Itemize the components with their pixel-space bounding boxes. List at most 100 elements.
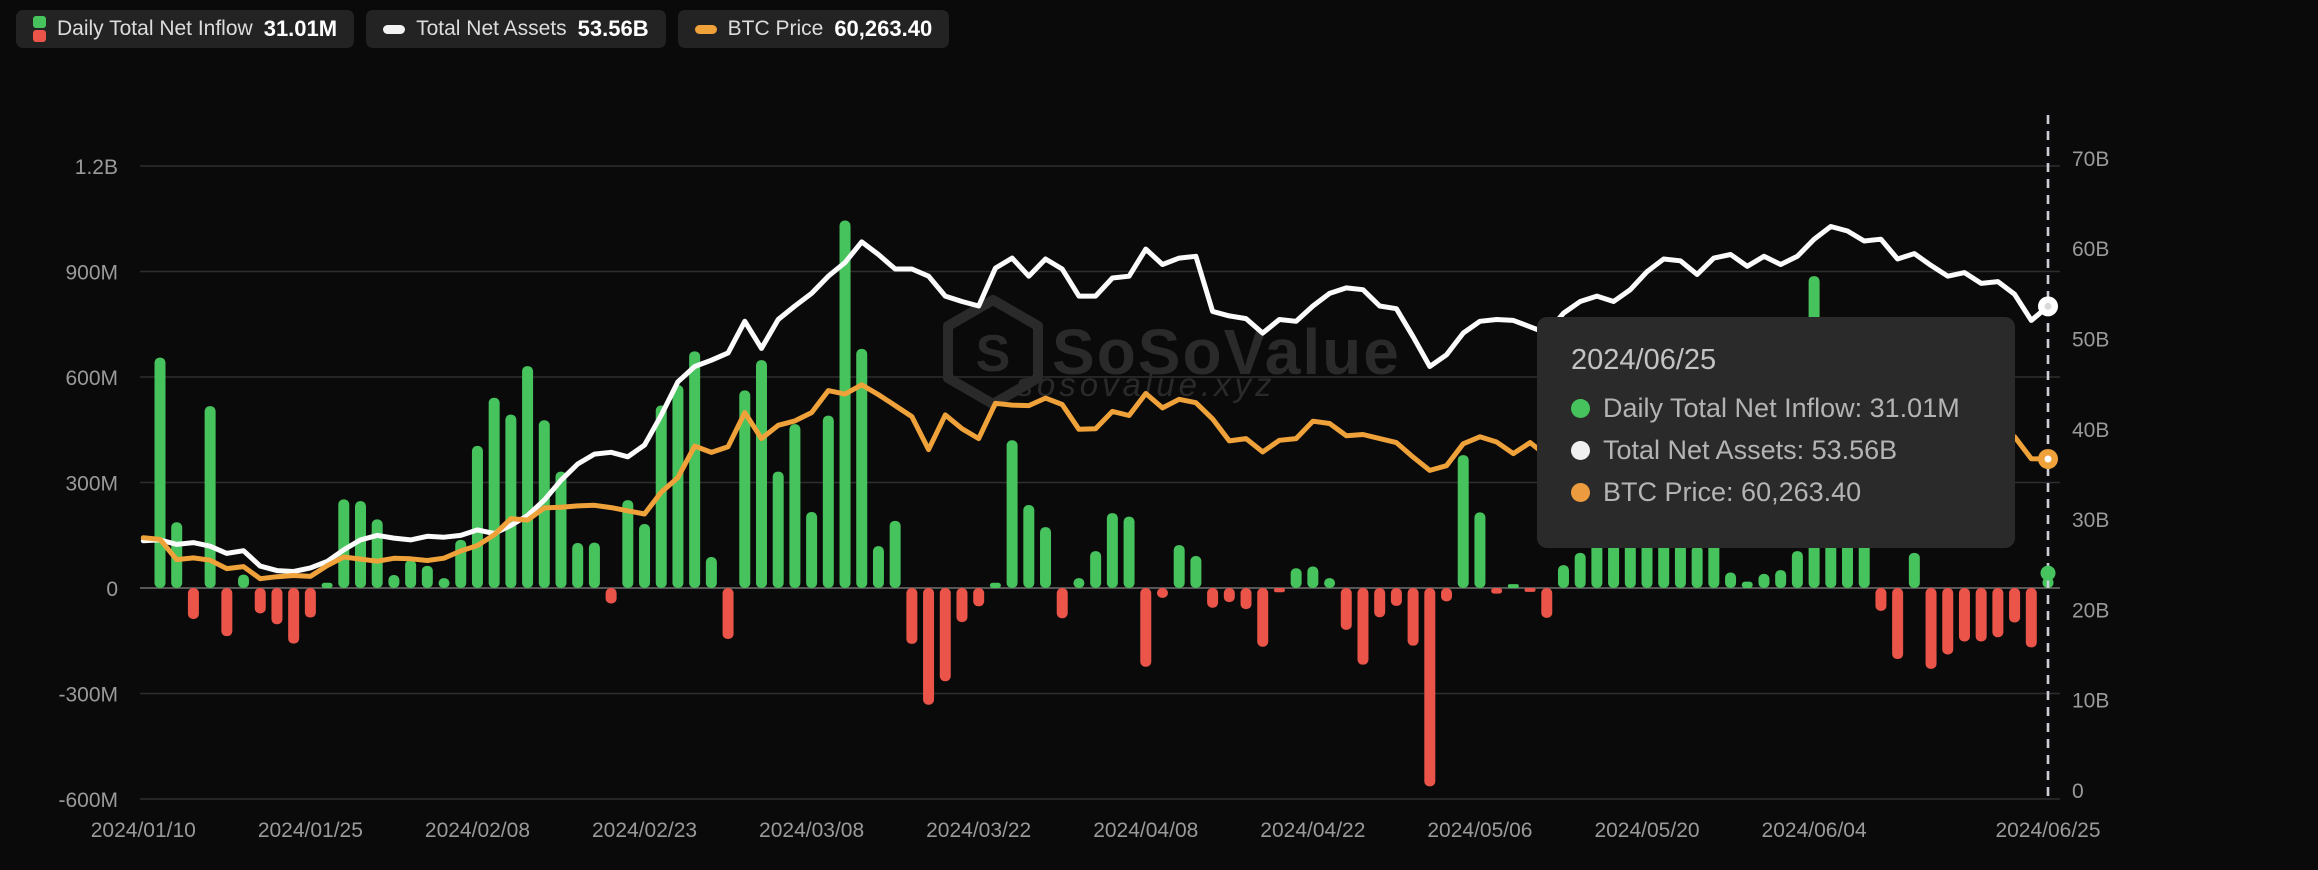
inflow-bar[interactable] [1775, 570, 1787, 588]
legend-item-btc-price[interactable]: BTC Price 60,263.40 [677, 10, 950, 48]
inflow-bar[interactable] [371, 519, 383, 588]
inflow-bar[interactable] [822, 415, 834, 588]
inflow-bar[interactable] [1273, 588, 1285, 593]
inflow-bar[interactable] [989, 582, 1001, 588]
inflow-bar[interactable] [1090, 551, 1102, 588]
inflow-bar[interactable] [1758, 573, 1770, 588]
inflow-bar[interactable] [2009, 588, 2021, 623]
inflow-bar[interactable] [906, 588, 918, 644]
inflow-bar[interactable] [2025, 588, 2037, 648]
inflow-bar[interactable] [1474, 512, 1486, 588]
inflow-bar[interactable] [973, 588, 985, 607]
inflow-bar[interactable] [939, 588, 951, 682]
inflow-bar[interactable] [1240, 588, 1252, 610]
inflow-bar[interactable] [1791, 551, 1803, 588]
inflow-bar[interactable] [438, 578, 450, 588]
inflow-bar[interactable] [238, 574, 250, 588]
inflow-bar[interactable] [1290, 568, 1302, 588]
inflow-bar[interactable] [288, 588, 300, 644]
inflow-bar[interactable] [722, 588, 734, 639]
inflow-bar[interactable] [488, 397, 500, 588]
inflow-bar[interactable] [187, 588, 199, 619]
inflow-bar[interactable] [1040, 527, 1052, 588]
inflow-bar[interactable] [1908, 552, 1920, 588]
inflow-bar[interactable] [388, 574, 400, 588]
inflow-bar[interactable] [1557, 565, 1569, 588]
inflow-bar[interactable] [1992, 588, 2004, 638]
inflow-bar[interactable] [321, 582, 333, 588]
inflow-bar[interactable] [1875, 588, 1887, 611]
inflow-bar[interactable] [1006, 440, 1018, 588]
inflow-bar[interactable] [806, 512, 818, 588]
inflow-bar[interactable] [555, 471, 567, 588]
inflow-bar[interactable] [655, 405, 667, 588]
inflow-bar[interactable] [1691, 545, 1703, 588]
inflow-bar[interactable] [1958, 588, 1970, 642]
inflow-bar[interactable] [1858, 541, 1870, 588]
inflow-bar[interactable] [1223, 588, 1235, 603]
inflow-bar[interactable] [505, 414, 517, 588]
inflow-bar[interactable] [354, 501, 366, 588]
legend-item-daily-net-inflow[interactable]: Daily Total Net Inflow 31.01M [16, 10, 355, 48]
inflow-bar[interactable] [405, 559, 417, 588]
inflow-bar[interactable] [739, 390, 751, 588]
inflow-bar[interactable] [304, 588, 316, 618]
inflow-bar[interactable] [171, 522, 183, 588]
inflow-bar[interactable] [923, 588, 935, 705]
inflow-bar[interactable] [421, 565, 433, 588]
inflow-bar[interactable] [1390, 588, 1402, 606]
inflow-bar[interactable] [789, 424, 801, 588]
legend-item-total-net-assets[interactable]: Total Net Assets 53.56B [366, 10, 666, 48]
inflow-bar[interactable] [1925, 588, 1937, 669]
inflow-bar[interactable] [956, 588, 968, 623]
inflow-bar[interactable] [1324, 578, 1336, 588]
inflow-bar[interactable] [1892, 588, 1904, 660]
inflow-bar[interactable] [1741, 581, 1753, 588]
inflow-bar[interactable] [271, 588, 283, 625]
inflow-bar[interactable] [1340, 588, 1352, 630]
inflow-bar[interactable] [1524, 588, 1536, 592]
inflow-bar[interactable] [755, 360, 767, 588]
inflow-bar[interactable] [1457, 455, 1469, 588]
inflow-bar[interactable] [455, 539, 467, 588]
inflow-bar[interactable] [1056, 588, 1068, 619]
inflow-bar[interactable] [1140, 588, 1152, 667]
inflow-bar[interactable] [471, 445, 483, 588]
inflow-bar[interactable] [588, 542, 600, 588]
inflow-bar[interactable] [705, 557, 717, 588]
inflow-bar[interactable] [605, 588, 617, 604]
inflow-bar[interactable] [204, 406, 216, 588]
inflow-bar[interactable] [639, 523, 651, 588]
inflow-bar[interactable] [1073, 578, 1085, 588]
inflow-bar[interactable] [1441, 588, 1453, 602]
inflow-bar[interactable] [1106, 513, 1118, 588]
inflow-bar[interactable] [1257, 588, 1269, 647]
inflow-bar[interactable] [1156, 588, 1168, 598]
inflow-bar[interactable] [1374, 588, 1386, 618]
inflow-bar[interactable] [1507, 584, 1519, 588]
inflow-bar[interactable] [1491, 588, 1503, 594]
inflow-bar[interactable] [889, 520, 901, 588]
inflow-bar[interactable] [772, 471, 784, 588]
inflow-bar[interactable] [1424, 588, 1436, 787]
inflow-bar[interactable] [538, 420, 550, 588]
inflow-bar[interactable] [1123, 516, 1135, 588]
inflow-bar[interactable] [1190, 555, 1202, 588]
inflow-bar[interactable] [1173, 545, 1185, 588]
inflow-bar[interactable] [254, 588, 266, 614]
inflow-bar[interactable] [572, 542, 584, 588]
inflow-bar[interactable] [689, 351, 701, 588]
inflow-bar[interactable] [338, 499, 350, 588]
inflow-bar[interactable] [839, 220, 851, 588]
inflow-bar[interactable] [522, 366, 534, 588]
inflow-bar[interactable] [672, 385, 684, 588]
inflow-bar[interactable] [622, 500, 634, 588]
inflow-bar[interactable] [221, 588, 233, 637]
inflow-bar[interactable] [1357, 588, 1369, 665]
inflow-bar[interactable] [856, 348, 868, 588]
inflow-bar[interactable] [1725, 572, 1737, 588]
inflow-bar[interactable] [1574, 552, 1586, 588]
inflow-bar[interactable] [1307, 566, 1319, 588]
inflow-bar[interactable] [872, 546, 884, 588]
inflow-bar[interactable] [1407, 588, 1419, 646]
